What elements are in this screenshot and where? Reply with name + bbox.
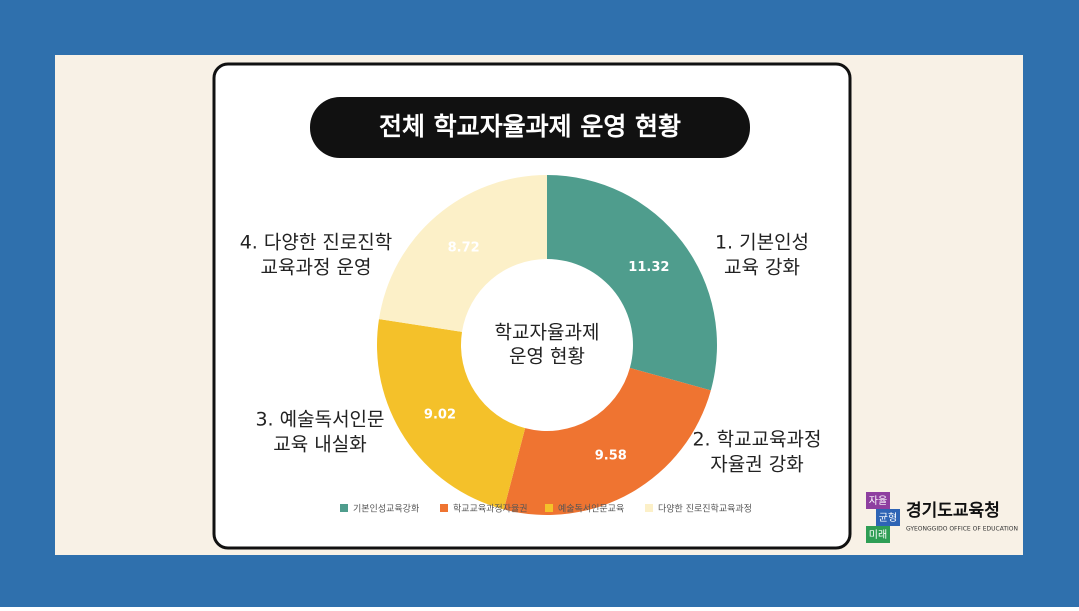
chart-title: 전체 학교자율과제 운영 현황 [379, 112, 681, 141]
legend-swatch [340, 504, 348, 512]
value-label: 11.32 [628, 260, 669, 275]
logo-subtitle: GYEONGGIDO OFFICE OF EDUCATION [906, 526, 1018, 533]
value-label: 9.02 [424, 408, 456, 423]
logo-name: 경기도교육청 [906, 500, 1000, 521]
legend-label: 학교교육과정자율권 [453, 503, 528, 515]
annotation: 교육과정 운영 [261, 257, 372, 279]
badge-box [876, 509, 900, 526]
legend-label: 예술독서인문교육 [558, 504, 624, 515]
legend-swatch [545, 504, 553, 512]
annotation: 3. 예술독서인문 [255, 409, 384, 431]
donut-slice [378, 175, 547, 332]
value-label: 9.58 [595, 448, 627, 463]
donut-slice [377, 319, 526, 510]
legend-swatch [440, 504, 448, 512]
donut-slice [503, 367, 711, 515]
center-text: 학교자율과제 [495, 322, 600, 344]
value-label: 8.72 [448, 240, 480, 255]
legend-label: 기본인성교육강화 [353, 504, 419, 515]
donut-slice [547, 175, 717, 391]
title-pill [310, 97, 750, 158]
badge-text: 미래 [869, 529, 887, 541]
annotation: 교육 내실화 [273, 434, 366, 456]
annotation: 교육 강화 [724, 257, 800, 279]
annotation: 자율권 강화 [710, 454, 803, 476]
legend-swatch [645, 504, 653, 512]
legend-label: 다양한 진로진학교육과정 [658, 504, 752, 515]
center-text: 운영 현황 [509, 346, 585, 368]
badge-text: 자율 [869, 495, 887, 507]
annotation: 2. 학교교육과정 [692, 429, 821, 451]
annotation: 4. 다양한 진로진학 [240, 232, 393, 254]
badge-box [866, 492, 890, 509]
logo: 자율 균형 미래 경기도교육청 GYEONGGIDO OFFICE OF EDU… [866, 492, 1018, 543]
badge-text: 균형 [879, 512, 897, 524]
badge-box [866, 526, 890, 543]
annotation: 1. 기본인성 [715, 232, 809, 254]
